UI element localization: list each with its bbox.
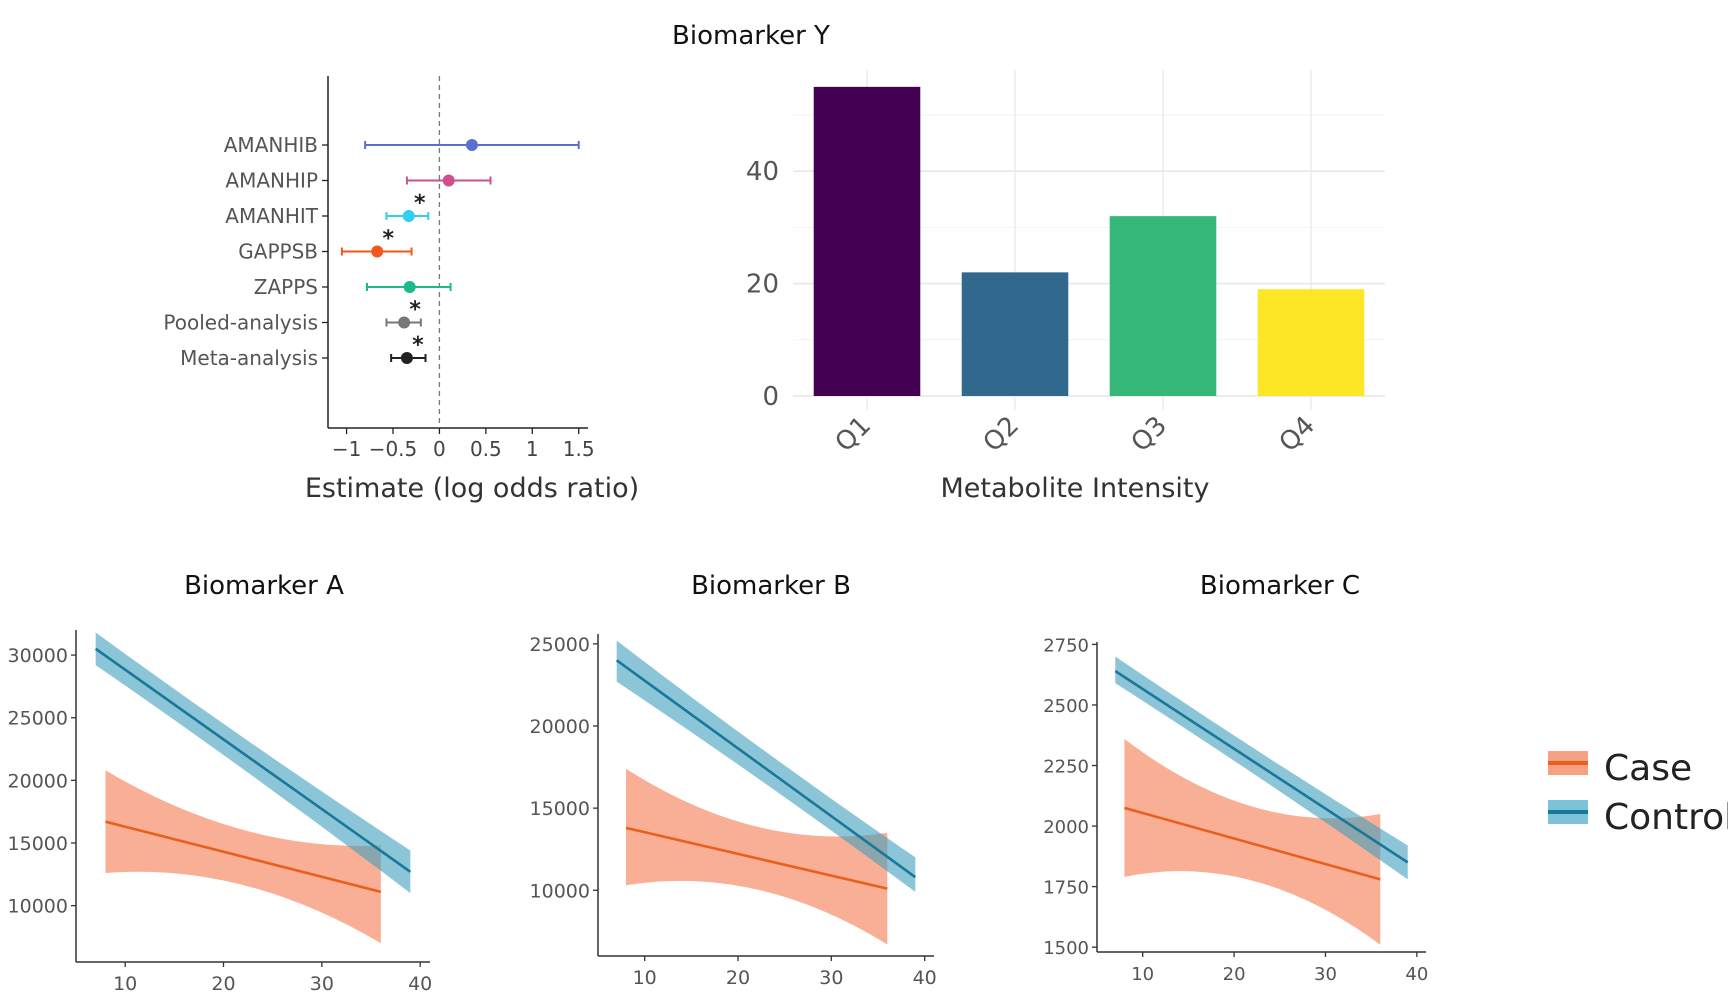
bar-x-tick-label: Q2 (978, 411, 1025, 458)
forest-x-tick-label: 1 (526, 437, 539, 461)
line-x-tick-label: 30 (819, 967, 843, 989)
line-x-tick-label: 20 (1223, 964, 1246, 985)
bar-y-tick-label: 20 (746, 270, 779, 300)
forest-row-label: GAPPSB (238, 240, 318, 264)
line-x-tick-label: 20 (726, 967, 750, 989)
line-x-tick-label: 10 (1131, 964, 1154, 985)
line-y-tick-label: 1750 (1043, 878, 1089, 899)
forest-row-label: Meta-analysis (180, 346, 318, 370)
forest-significance-marker: * (412, 333, 424, 358)
line-y-tick-label: 20000 (8, 770, 68, 792)
forest-x-tick-label: −0.5 (369, 437, 418, 461)
bar (961, 272, 1069, 396)
legend: Case Control (1548, 748, 1728, 838)
legend-case-label: Case (1604, 748, 1692, 789)
regression-line-control (1114, 669, 1409, 864)
forest-point-estimate (442, 174, 455, 187)
line-x-tick-label: 40 (913, 967, 937, 989)
regression-line-case (625, 826, 888, 890)
legend-control-label: Control (1604, 797, 1728, 838)
bar-x-tick-label: Q3 (1126, 411, 1173, 458)
regression-line-control (615, 659, 917, 879)
line-x-tick-label: 20 (211, 973, 235, 995)
forest-x-tick-label: −1 (332, 437, 361, 461)
forest-row-label: ZAPPS (254, 275, 318, 299)
line-y-tick-label: 10000 (8, 896, 68, 918)
forest-x-tick-label: 0 (433, 437, 446, 461)
line-y-tick-label: 15000 (8, 833, 68, 855)
line-y-tick-label: 10000 (530, 880, 590, 902)
line-x-tick-label: 30 (310, 973, 334, 995)
bar (1257, 289, 1365, 396)
line-x-tick-label: 10 (633, 967, 657, 989)
line-x-tick-label: 30 (1314, 964, 1337, 985)
line-y-tick-label: 1500 (1043, 938, 1089, 959)
forest-plot: −1 −0.5 0 0.5 1 1.5 AMANHIB AMANHIP AMANHIT * GAPP… (163, 76, 595, 461)
forest-point-estimate (400, 352, 413, 364)
biomarker-y-x-axis-title: Metabolite Intensity (941, 473, 1210, 504)
forest-point-estimate (402, 210, 415, 222)
bar (813, 86, 921, 397)
line-x-tick-label: 40 (408, 973, 432, 995)
confidence-band-control (616, 640, 916, 892)
line-y-tick-label: 20000 (530, 716, 590, 738)
forest-row-label: AMANHIP (225, 169, 318, 193)
bar-x-tick-label: Q4 (1274, 411, 1321, 458)
biomarker-y-title: Biomarker Y (672, 21, 830, 51)
forest-row-label: Pooled-analysis (163, 311, 318, 335)
forest-significance-marker: * (382, 227, 394, 252)
forest-significance-marker: * (409, 298, 421, 323)
biomarker-b-line-chart: 10000 15000 20000 25000 10 20 30 40 (530, 634, 937, 989)
forest-point-estimate (403, 281, 416, 293)
forest-point-estimate (398, 316, 411, 329)
forest-point-estimate (465, 139, 478, 151)
line-y-tick-label: 15000 (530, 798, 590, 820)
biomarker-b-title: Biomarker B (691, 571, 851, 601)
line-x-tick-label: 40 (1405, 964, 1428, 985)
biomarker-a-title: Biomarker A (184, 571, 344, 601)
regression-line-case (1124, 806, 1381, 881)
confidence-band-case (626, 768, 888, 945)
forest-significance-marker: * (414, 191, 426, 216)
regression-line-control (94, 647, 412, 873)
line-y-tick-label: 2750 (1043, 635, 1089, 656)
forest-x-axis-title: Estimate (log odds ratio) (305, 473, 639, 504)
forest-point-estimate (371, 245, 384, 258)
line-y-tick-label: 25000 (530, 634, 590, 656)
line-y-tick-label: 2250 (1043, 757, 1089, 778)
forest-x-tick-label: 1.5 (563, 437, 595, 461)
bar-x-tick-label: Q1 (830, 411, 877, 458)
line-y-tick-label: 2500 (1043, 696, 1089, 717)
forest-row-label: AMANHIB (224, 133, 318, 157)
line-y-tick-label: 25000 (8, 708, 68, 730)
line-y-tick-label: 30000 (8, 645, 68, 667)
bar-y-tick-label: 40 (746, 157, 779, 187)
regression-line-case (105, 820, 382, 894)
confidence-band-case (1124, 738, 1381, 945)
line-x-tick-label: 10 (113, 973, 137, 995)
line-y-tick-label: 2000 (1043, 817, 1089, 838)
forest-x-tick-label: 0.5 (470, 437, 502, 461)
bar-y-tick-label: 0 (762, 382, 779, 412)
biomarker-c-line-chart: 1500 1750 2000 2250 2500 2750 10 20 30 40 (1043, 635, 1428, 985)
bar (1109, 216, 1217, 396)
biomarker-y-bar-chart: 0 20 40 Q1 Q2 Q3 Q4 (746, 70, 1385, 458)
biomarker-c-title: Biomarker C (1200, 571, 1360, 601)
confidence-band-control (95, 632, 411, 894)
biomarker-a-line-chart: 10000 15000 20000 25000 30000 10 20 30 40 (8, 630, 432, 995)
forest-row-label: AMANHIT (225, 204, 319, 228)
